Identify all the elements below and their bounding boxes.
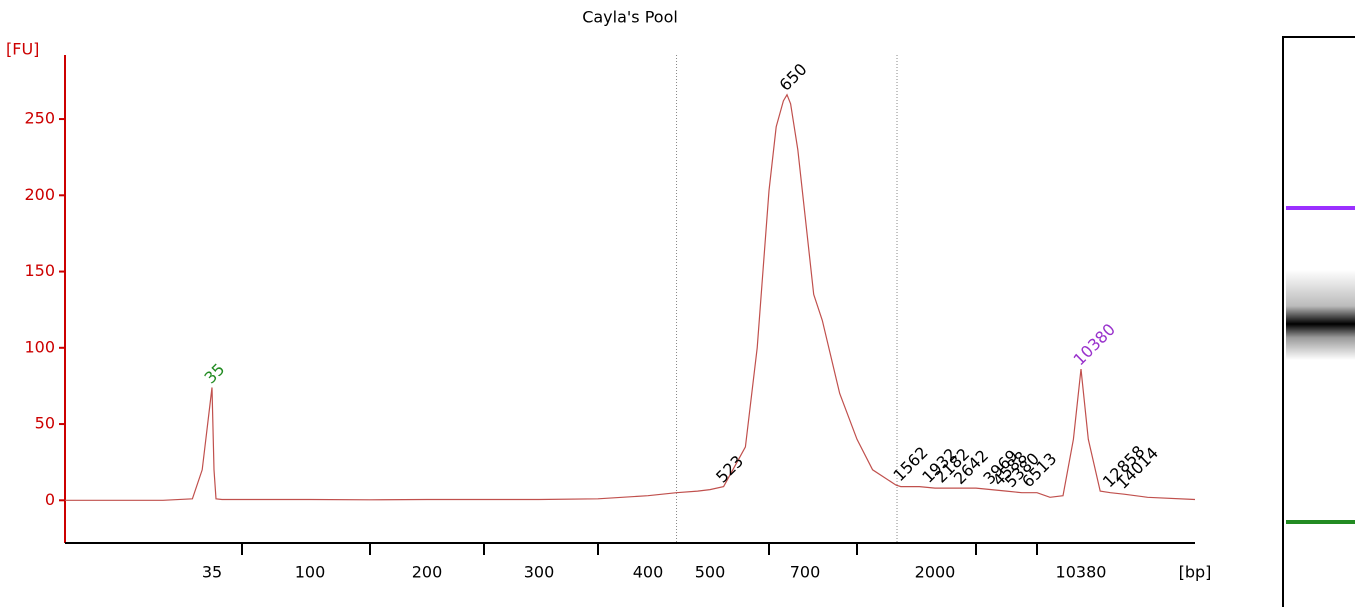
- y-tick-label: 0: [45, 490, 55, 509]
- y-axis-label: [FU]: [6, 40, 39, 59]
- x-axis-label: [bp]: [1179, 563, 1212, 582]
- peak-label: 35: [201, 360, 229, 388]
- y-tick-label: 200: [24, 185, 55, 204]
- x-tick-label: 35: [202, 563, 222, 582]
- x-tick-label: 200: [412, 563, 443, 582]
- x-tick-label: 300: [524, 563, 555, 582]
- y-tick-label: 50: [35, 414, 55, 433]
- x-tick-label: 500: [695, 563, 726, 582]
- x-tick-label: 10380: [1056, 563, 1107, 582]
- trace: [65, 93, 1196, 501]
- x-tick-label: 100: [295, 563, 326, 582]
- x-tick-label: 400: [633, 563, 664, 582]
- chart-title: Cayla's Pool: [582, 8, 678, 27]
- y-tick-label: 250: [24, 109, 55, 128]
- y-tick-label: 100: [24, 337, 55, 356]
- gel-lane: [1282, 36, 1355, 607]
- peak-label: 650: [776, 60, 811, 95]
- y-tick-label: 150: [24, 261, 55, 280]
- x-tick-label: 2000: [915, 563, 956, 582]
- x-tick-label: 700: [790, 563, 821, 582]
- peak-label: 10380: [1070, 320, 1119, 369]
- peak-label: 523: [712, 452, 747, 487]
